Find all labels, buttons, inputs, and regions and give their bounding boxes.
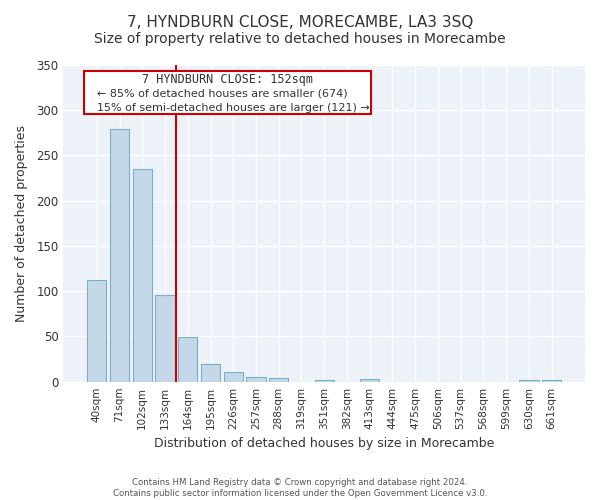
Bar bbox=[155, 295, 175, 382]
Text: 15% of semi-detached houses are larger (121) →: 15% of semi-detached houses are larger (… bbox=[97, 102, 370, 113]
Bar bbox=[314, 380, 334, 382]
Bar bbox=[133, 169, 152, 382]
Bar bbox=[519, 380, 539, 382]
Bar bbox=[87, 280, 106, 382]
X-axis label: Distribution of detached houses by size in Morecambe: Distribution of detached houses by size … bbox=[154, 437, 494, 450]
Bar bbox=[247, 377, 266, 382]
Text: Contains HM Land Registry data © Crown copyright and database right 2024.
Contai: Contains HM Land Registry data © Crown c… bbox=[113, 478, 487, 498]
Bar bbox=[224, 372, 243, 382]
Text: 7, HYNDBURN CLOSE, MORECAMBE, LA3 3SQ: 7, HYNDBURN CLOSE, MORECAMBE, LA3 3SQ bbox=[127, 15, 473, 30]
Bar bbox=[360, 379, 379, 382]
Bar bbox=[110, 129, 129, 382]
Text: ← 85% of detached houses are smaller (674): ← 85% of detached houses are smaller (67… bbox=[97, 88, 348, 99]
Bar bbox=[269, 378, 289, 382]
FancyBboxPatch shape bbox=[85, 72, 371, 114]
Text: 7 HYNDBURN CLOSE: 152sqm: 7 HYNDBURN CLOSE: 152sqm bbox=[142, 74, 313, 86]
Bar bbox=[178, 338, 197, 382]
Bar bbox=[542, 380, 561, 382]
Bar bbox=[201, 364, 220, 382]
Y-axis label: Number of detached properties: Number of detached properties bbox=[15, 125, 28, 322]
Text: Size of property relative to detached houses in Morecambe: Size of property relative to detached ho… bbox=[94, 32, 506, 46]
